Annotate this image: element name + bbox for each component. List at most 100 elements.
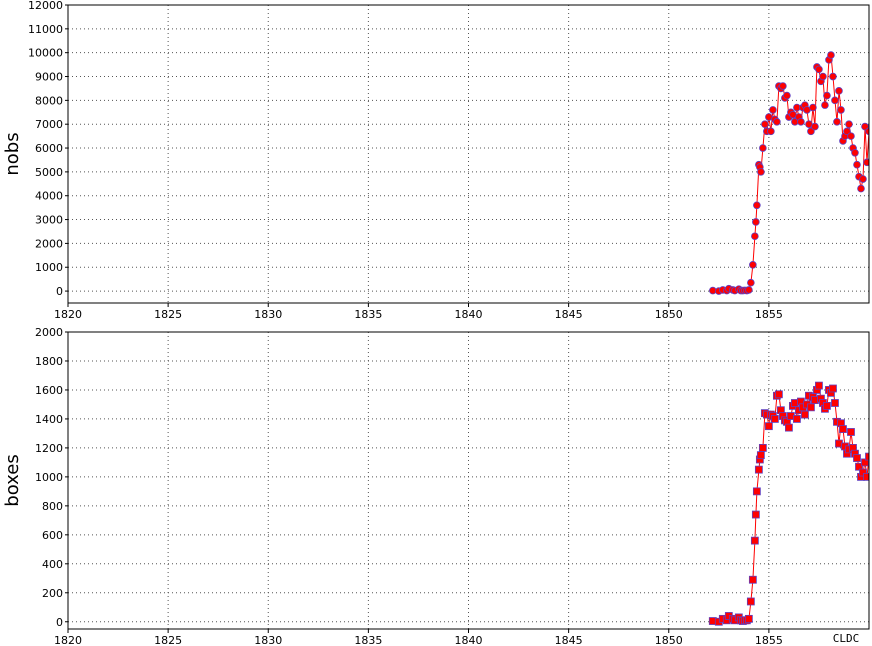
x-tick-label: 1840 [455,634,483,646]
data-point [758,444,767,452]
y-tick-label: 400 [42,558,63,571]
data-point [863,472,869,481]
nobs-panel: 0 1000 2000 3000 4000 5000 6000 7000 8000 9000 100… [2,0,870,321]
data-point [779,82,787,90]
data-point [809,103,817,112]
boxes-panel: 0 200 400 600 800 1000 1200 1400 1600 1800 2000 182… [2,326,870,646]
y-tick-label: 600 [42,529,63,542]
data-point [851,149,859,157]
data-point [769,106,777,114]
x-tick-label: 1845 [555,308,583,321]
data-point [783,91,791,100]
data-point [823,401,831,410]
data-point [827,51,835,59]
y-tick-label: 2000 [35,237,63,250]
boxes-series [708,381,869,626]
data-point [861,122,869,131]
data-point [752,487,761,496]
data-point [757,168,765,176]
data-point [764,422,773,431]
data-point [821,101,829,109]
data-point [843,127,851,136]
data-point [815,65,823,74]
data-point [857,184,865,193]
data-point [756,451,765,460]
data-point [823,91,831,100]
data-point [793,415,801,423]
data-point [797,118,805,126]
data-point [746,597,755,606]
data-point [861,458,869,467]
data-point [752,218,760,226]
x-tick-label: 1850 [655,308,683,321]
x-tick-label: 1855 [755,308,783,321]
data-point [853,454,861,462]
data-point [745,286,753,294]
data-point [835,87,843,95]
x-tick-label: 1850 [655,634,683,646]
y-tick-label: 1400 [35,413,63,426]
data-point [774,390,783,399]
y-tick-label: 6000 [35,142,63,155]
data-point [753,201,761,210]
y-tick-label: 2000 [35,326,63,339]
data-point [748,575,757,584]
data-point [767,127,775,136]
data-point [859,468,867,477]
x-tick-label: 1825 [154,634,182,646]
data-point [747,278,755,287]
x-tick-label: 1855 [755,634,783,646]
x-tick-label: 1835 [354,634,382,646]
data-point [785,423,793,432]
y-tick-label: 200 [42,587,63,600]
y-tick-label: 1200 [35,442,63,455]
data-point [751,510,760,519]
data-point [815,381,823,390]
data-point [807,403,815,412]
data-point [770,415,779,423]
x-tick-label: 1830 [254,634,282,646]
data-point [819,72,827,81]
y-tick-label: 1600 [35,384,63,397]
data-point [831,96,839,105]
y-tick-label: 5000 [35,166,63,179]
x-tick-label: 1825 [154,308,182,321]
y-tick-label: 800 [42,500,63,513]
data-point [773,118,781,126]
data-point [865,452,869,461]
data-point [811,122,819,131]
y-tick-label: 8000 [35,94,63,107]
y-tick-label: 9000 [35,71,63,84]
y-tick-label: 1000 [35,471,63,484]
y-tick-label: 1000 [35,261,63,274]
y-tick-label: 0 [56,616,63,629]
data-point [829,384,837,393]
x-tick-label: 1820 [54,634,82,646]
data-point [761,120,769,128]
y-tick-label: 1800 [35,355,63,368]
series-line [712,383,869,623]
y-axis-label: boxes [2,454,23,506]
y-tick-label: 10000 [28,47,63,60]
nobs-series [709,51,869,295]
credit-label: CLDC [833,632,860,645]
data-point [853,160,861,169]
data-point [859,175,867,183]
data-point [751,232,759,241]
x-tick-label: 1830 [254,308,282,321]
y-tick-label: 3000 [35,214,63,227]
y-axis-label: nobs [2,132,23,175]
data-point [839,425,847,433]
x-tick-label: 1820 [54,308,82,321]
data-point [847,428,855,436]
data-point [744,614,753,623]
data-point [847,132,855,140]
y-tick-label: 7000 [35,118,63,131]
series-line [712,53,869,292]
x-tick-label: 1835 [354,308,382,321]
data-point [759,144,767,152]
y-tick-label: 4000 [35,190,63,203]
data-point [829,72,837,81]
data-point [831,399,839,407]
